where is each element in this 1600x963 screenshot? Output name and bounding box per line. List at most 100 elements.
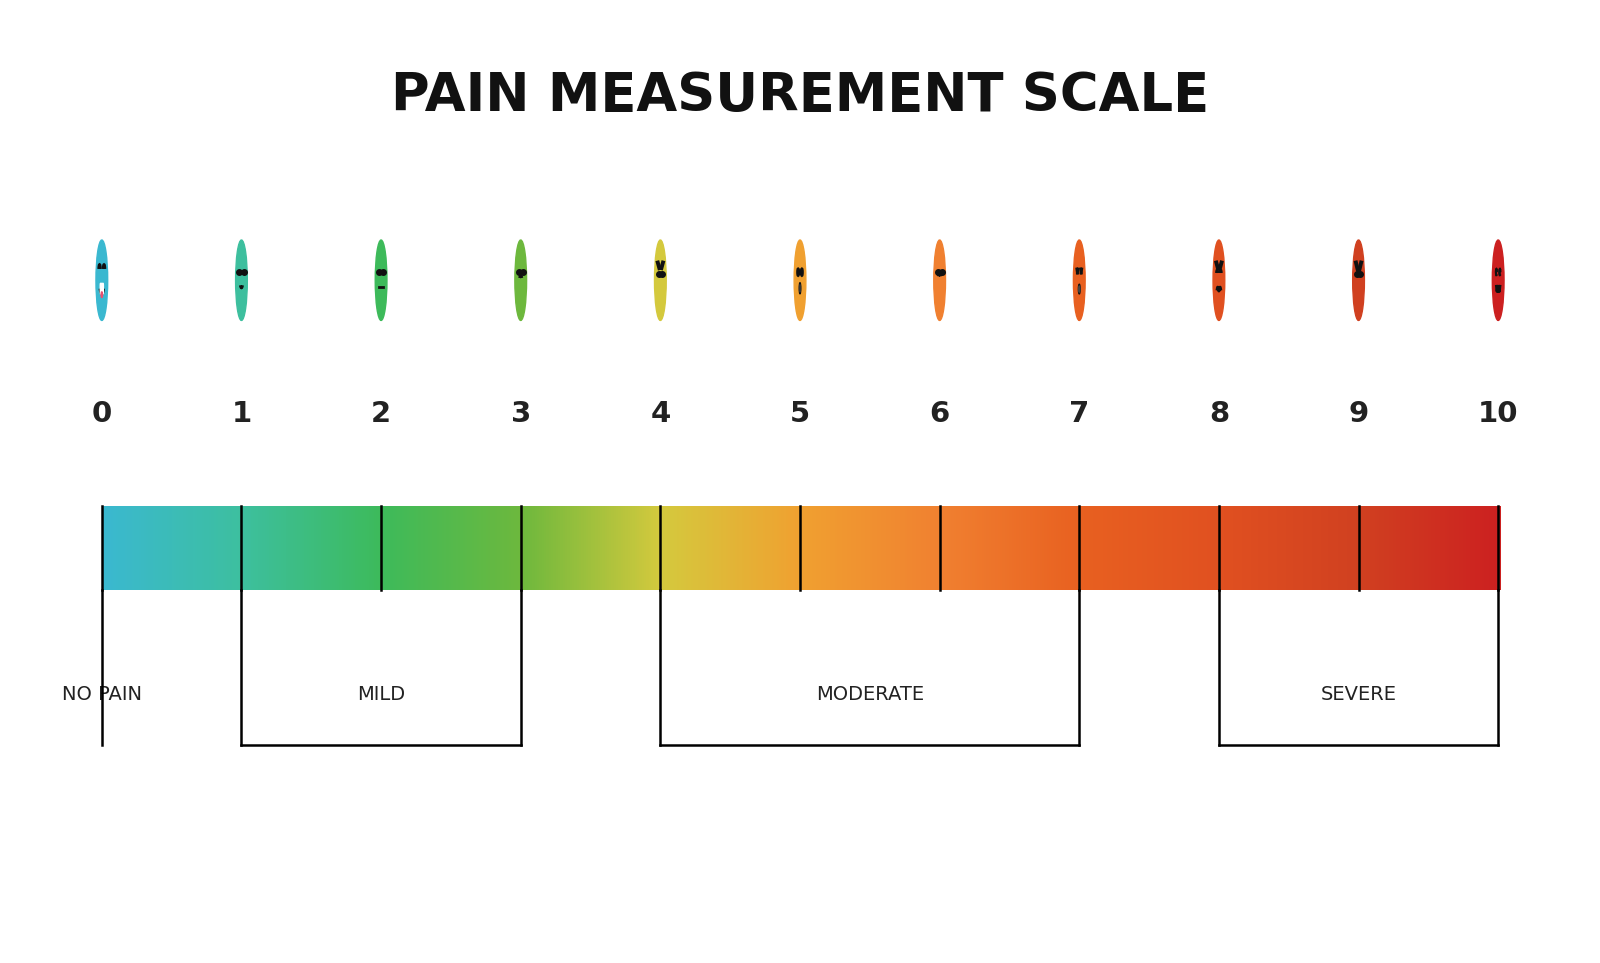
Bar xyxy=(968,507,973,590)
Bar xyxy=(323,507,328,590)
Bar xyxy=(410,507,414,590)
Bar xyxy=(856,507,861,590)
Bar xyxy=(760,507,765,590)
Bar xyxy=(227,507,232,590)
Bar xyxy=(1214,507,1219,590)
Bar xyxy=(842,507,846,590)
Bar xyxy=(1322,507,1326,590)
Bar xyxy=(514,507,518,590)
Bar xyxy=(1026,507,1030,590)
Bar xyxy=(1493,507,1499,590)
Bar xyxy=(963,507,968,590)
Bar xyxy=(1352,507,1357,590)
Bar xyxy=(144,507,149,590)
Bar xyxy=(605,507,610,590)
Bar xyxy=(518,507,523,590)
Bar xyxy=(1310,507,1315,590)
Bar xyxy=(205,507,210,590)
Bar xyxy=(421,507,426,590)
Bar xyxy=(584,507,589,590)
Bar xyxy=(958,507,963,590)
Bar xyxy=(960,507,966,590)
Bar xyxy=(770,507,774,590)
Bar xyxy=(483,507,488,590)
Bar xyxy=(333,507,338,590)
Bar xyxy=(458,507,462,590)
Bar xyxy=(1126,507,1131,590)
Bar xyxy=(990,507,995,590)
Bar xyxy=(1347,507,1352,590)
Bar xyxy=(422,507,429,590)
Bar xyxy=(1184,507,1189,590)
Bar xyxy=(1496,507,1501,590)
Bar xyxy=(840,507,845,590)
Bar xyxy=(1106,507,1110,590)
Bar xyxy=(1344,507,1350,590)
Bar xyxy=(171,507,176,590)
Bar xyxy=(589,507,594,590)
Bar xyxy=(1067,507,1072,590)
Bar xyxy=(794,507,798,590)
Bar xyxy=(186,507,190,590)
Bar xyxy=(283,507,288,590)
Bar xyxy=(405,507,410,590)
Bar xyxy=(1426,507,1430,590)
Bar xyxy=(635,507,640,590)
Bar xyxy=(1349,507,1354,590)
Bar xyxy=(661,507,666,590)
Bar xyxy=(504,507,509,590)
Bar xyxy=(446,507,451,590)
Bar xyxy=(491,507,496,590)
Bar xyxy=(747,507,752,590)
Bar xyxy=(1307,507,1312,590)
Bar xyxy=(498,507,502,590)
Bar xyxy=(467,507,472,590)
Ellipse shape xyxy=(1078,284,1080,294)
Bar xyxy=(1005,507,1010,590)
Bar xyxy=(1098,507,1102,590)
Bar xyxy=(139,507,144,590)
Bar xyxy=(1107,507,1112,590)
Bar xyxy=(274,507,278,590)
Bar xyxy=(878,507,885,590)
Bar xyxy=(622,507,629,590)
Bar xyxy=(590,507,595,590)
Bar xyxy=(1301,507,1306,590)
Bar xyxy=(549,507,554,590)
Bar xyxy=(370,507,374,590)
Bar xyxy=(702,507,707,590)
Bar xyxy=(560,507,565,590)
Bar xyxy=(955,507,962,590)
Text: 8: 8 xyxy=(1210,401,1229,429)
Bar xyxy=(539,507,544,590)
Bar xyxy=(528,507,533,590)
Bar xyxy=(315,507,322,590)
Bar xyxy=(1014,507,1019,590)
Bar xyxy=(949,507,954,590)
Bar xyxy=(1174,507,1179,590)
Bar xyxy=(1365,507,1371,590)
Bar xyxy=(216,507,221,590)
Bar xyxy=(133,507,138,590)
Text: 4: 4 xyxy=(650,401,670,429)
Bar xyxy=(278,507,283,590)
Bar xyxy=(211,507,216,590)
Bar xyxy=(1234,507,1238,590)
Bar xyxy=(1259,507,1264,590)
Bar xyxy=(1461,507,1466,590)
Bar xyxy=(213,507,219,590)
Bar xyxy=(1054,507,1059,590)
Ellipse shape xyxy=(654,240,666,321)
Bar xyxy=(774,507,779,590)
Bar xyxy=(739,507,744,590)
Bar xyxy=(872,507,877,590)
Bar xyxy=(237,507,242,590)
Bar xyxy=(994,507,998,590)
Bar xyxy=(462,507,467,590)
Bar xyxy=(523,507,528,590)
Text: ID 152727142  © Svetlana Yashina: ID 152727142 © Svetlana Yashina xyxy=(1237,924,1504,939)
Bar xyxy=(349,507,354,590)
Bar xyxy=(1091,507,1096,590)
Bar xyxy=(1312,507,1317,590)
Bar xyxy=(1011,507,1018,590)
